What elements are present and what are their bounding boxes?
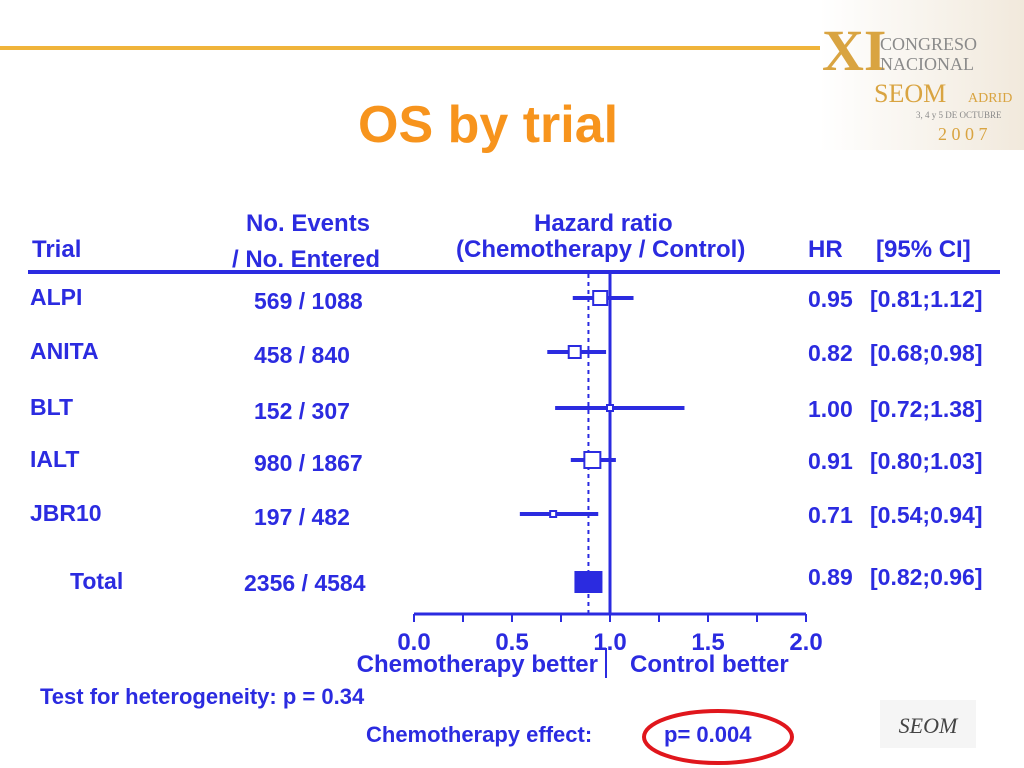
congress-city: ADRID xyxy=(968,91,1012,106)
trial-hr: 1.00 xyxy=(808,396,853,422)
x-tick-label: 0.0 xyxy=(397,629,430,656)
x-tick-label: 2.0 xyxy=(789,629,822,656)
top-rule xyxy=(0,46,830,50)
header-events-line1: No. Events xyxy=(246,210,371,237)
header-hr-line2: (Chemotherapy / Control) xyxy=(456,236,746,263)
trial-name: JBR10 xyxy=(30,500,102,526)
trial-events: 152 / 307 xyxy=(254,398,350,424)
trial-ci: [0.81;1.12] xyxy=(870,286,983,312)
seom-logo-text: SEOM xyxy=(899,713,959,738)
header-rule xyxy=(28,270,1000,274)
congress-numeral: XI xyxy=(822,18,886,83)
congress-line2: NACIONAL xyxy=(880,54,974,74)
trial-ci: [0.72;1.38] xyxy=(870,396,983,422)
trial-name: ANITA xyxy=(30,338,99,364)
congress-year: 2 0 0 7 xyxy=(938,124,988,144)
x-tick-label: 0.5 xyxy=(495,629,528,656)
trial-events: 980 / 1867 xyxy=(254,450,363,476)
trial-hr: 0.82 xyxy=(808,340,853,366)
trial-ci: [0.68;0.98] xyxy=(870,340,983,366)
header-trial: Trial xyxy=(32,236,82,263)
hr-marker xyxy=(606,404,614,412)
x-tick-label: 1.0 xyxy=(593,629,626,656)
chemotherapy-effect-label: Chemotherapy effect: xyxy=(366,722,593,747)
hr-marker xyxy=(583,451,602,469)
header-events-line2: / No. Entered xyxy=(232,246,381,273)
total-hr: 0.89 xyxy=(808,564,853,590)
hr-marker xyxy=(567,345,582,359)
chemotherapy-better-label: Chemotherapy better xyxy=(357,651,598,678)
trial-events: 197 / 482 xyxy=(254,504,350,530)
seom-logo: SEOM xyxy=(880,700,976,748)
trial-ci: [0.54;0.94] xyxy=(870,502,983,528)
trial-events: 458 / 840 xyxy=(254,342,350,368)
chemotherapy-effect-p: p= 0.004 xyxy=(664,722,752,747)
header-hr: HR xyxy=(808,236,843,263)
congress-line3: SEOM xyxy=(874,79,946,108)
trial-events: 569 / 1088 xyxy=(254,288,363,314)
header-hr-line1: Hazard ratio xyxy=(534,210,673,237)
total-name: Total xyxy=(70,568,124,594)
control-better-label: Control better xyxy=(630,651,789,678)
total-events: 2356 / 4584 xyxy=(244,570,366,596)
congress-line1: CONGRESO xyxy=(880,34,977,54)
total-ci: [0.82;0.96] xyxy=(870,564,983,590)
trial-hr: 0.95 xyxy=(808,286,853,312)
trial-hr: 0.71 xyxy=(808,502,853,528)
heterogeneity-test: Test for heterogeneity: p = 0.34 xyxy=(40,684,365,709)
congress-logo: XI CONGRESO NACIONAL SEOM ADRID 3, 4 y 5… xyxy=(820,0,1024,150)
trial-ci: [0.80;1.03] xyxy=(870,448,983,474)
trial-hr: 0.91 xyxy=(808,448,853,474)
hr-marker xyxy=(549,510,558,518)
hr-marker xyxy=(592,290,609,306)
page-title: OS by trial xyxy=(358,96,619,154)
total-marker xyxy=(574,571,603,593)
trial-name: IALT xyxy=(30,446,80,472)
p-value-highlight-ellipse xyxy=(642,709,794,765)
header-ci: [95% CI] xyxy=(876,236,971,263)
trial-name: BLT xyxy=(30,394,74,420)
x-tick-label: 1.5 xyxy=(691,629,724,656)
congress-dates: 3, 4 y 5 DE OCTUBRE xyxy=(916,110,1002,120)
trial-name: ALPI xyxy=(30,284,83,310)
